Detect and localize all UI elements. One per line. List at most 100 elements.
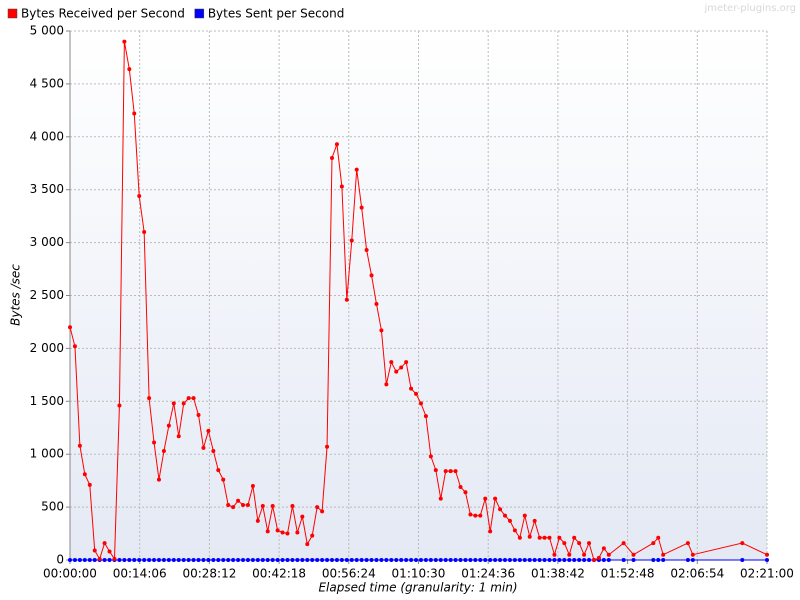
data-point — [132, 111, 137, 116]
data-point — [591, 558, 596, 562]
data-point — [339, 558, 344, 562]
data-point — [102, 541, 107, 546]
data-point — [428, 558, 433, 562]
data-point — [305, 558, 310, 562]
data-point — [77, 443, 82, 448]
data-point — [458, 558, 463, 562]
data-point — [107, 549, 112, 554]
data-point — [315, 505, 320, 510]
data-point — [72, 558, 77, 562]
data-point — [453, 469, 458, 474]
data-point — [206, 428, 211, 433]
data-point — [740, 541, 745, 546]
data-point — [740, 558, 745, 562]
data-point — [236, 558, 241, 562]
data-point — [547, 535, 552, 540]
data-point — [512, 558, 517, 562]
x-tick-label: 01:38:42 — [531, 567, 585, 581]
data-point — [374, 558, 379, 562]
data-point — [344, 297, 349, 302]
data-point — [186, 396, 191, 401]
data-point — [329, 558, 334, 562]
data-point — [542, 558, 547, 562]
data-point — [226, 502, 231, 507]
data-point — [245, 558, 250, 562]
data-point — [285, 558, 290, 562]
data-point — [587, 558, 592, 562]
data-point — [255, 518, 260, 523]
data-point — [171, 558, 176, 562]
data-point — [379, 328, 384, 333]
data-point — [503, 513, 508, 518]
data-point — [97, 556, 102, 561]
data-point — [87, 558, 92, 562]
y-tick-label: 4 500 — [30, 76, 64, 90]
data-point — [260, 558, 265, 562]
legend-label: Bytes Sent per Second — [208, 7, 345, 21]
data-point — [661, 558, 666, 562]
data-point — [369, 273, 374, 278]
data-point — [310, 558, 315, 562]
data-point — [231, 558, 236, 562]
data-point — [82, 472, 87, 477]
data-point — [418, 401, 423, 406]
data-point — [414, 391, 419, 396]
data-point — [196, 558, 201, 562]
data-point — [112, 556, 117, 561]
data-point — [77, 558, 82, 562]
x-tick-label: 01:24:36 — [461, 567, 515, 581]
data-point — [765, 552, 769, 557]
data-point — [265, 529, 270, 534]
data-point — [201, 445, 206, 450]
data-point — [127, 558, 132, 562]
data-point — [161, 449, 166, 454]
watermark: jmeter-plugins.org — [703, 3, 796, 14]
data-point — [601, 558, 606, 562]
data-point — [537, 558, 542, 562]
data-point — [329, 155, 334, 160]
data-point — [92, 548, 97, 553]
data-point — [117, 403, 122, 408]
data-point — [651, 541, 656, 546]
data-point — [176, 558, 181, 562]
y-tick-label: 1 500 — [30, 394, 64, 408]
data-point — [552, 552, 557, 557]
data-point — [354, 167, 359, 172]
x-axis-label: Elapsed time (granularity: 1 min) — [318, 581, 517, 595]
y-tick-label: 5 000 — [30, 24, 64, 38]
data-point — [765, 558, 769, 562]
data-point — [265, 558, 270, 562]
data-point — [320, 558, 325, 562]
data-point — [142, 558, 147, 562]
data-point — [320, 509, 325, 514]
data-point — [166, 558, 171, 562]
data-point — [295, 558, 300, 562]
data-point — [399, 558, 404, 562]
data-point — [498, 507, 503, 512]
data-point — [196, 413, 201, 418]
data-point — [443, 469, 448, 474]
data-point — [186, 558, 191, 562]
data-point — [448, 469, 453, 474]
data-point — [690, 552, 695, 557]
data-point — [522, 513, 527, 518]
data-point — [241, 502, 246, 507]
data-point — [181, 558, 186, 562]
data-point — [325, 444, 330, 449]
data-point — [414, 558, 419, 562]
data-point — [270, 504, 275, 509]
y-tick-label: 0 — [56, 553, 64, 567]
data-point — [517, 535, 522, 540]
data-point — [206, 558, 211, 562]
y-tick-label: 500 — [41, 500, 64, 514]
data-point — [305, 542, 310, 547]
y-tick-label: 3 500 — [30, 182, 64, 196]
data-point — [156, 477, 161, 482]
data-point — [557, 535, 562, 540]
data-point — [503, 558, 508, 562]
x-tick-label: 01:52:48 — [601, 567, 655, 581]
data-point — [512, 528, 517, 533]
data-point — [122, 558, 127, 562]
data-point — [384, 558, 389, 562]
x-tick-label: 00:56:24 — [322, 567, 376, 581]
